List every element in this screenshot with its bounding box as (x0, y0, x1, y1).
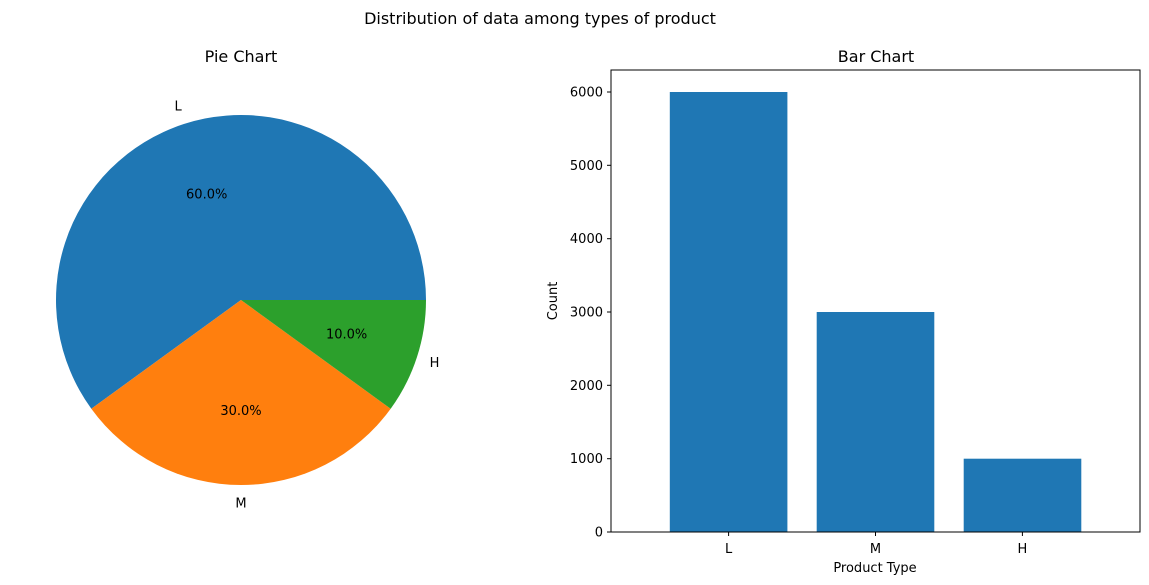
pie-slice-l (55, 115, 426, 409)
y-tick-label: 3000 (570, 306, 603, 321)
pie-category-label-l: L (174, 100, 182, 115)
pie-slice-h (241, 300, 426, 409)
y-tick-label: 6000 (570, 86, 603, 101)
bar-m (816, 312, 935, 532)
pie-labels: L 60.0% M 30.0% H 10.0% (174, 100, 439, 512)
y-tick-label: 5000 (570, 159, 603, 174)
y-axis-ticks: 0 1000 2000 3000 4000 5000 6000 (570, 86, 611, 541)
pie-percent-label-m: 30.0% (220, 404, 261, 419)
x-tick-label-h: H (1018, 542, 1028, 557)
x-axis-label: Product Type (833, 561, 916, 576)
pie-percent-label-h: 10.0% (326, 327, 367, 342)
bar-h (963, 458, 1082, 532)
bar-l (669, 92, 788, 532)
pie-slices (55, 115, 426, 486)
y-tick-label: 0 (595, 526, 603, 541)
figure-title: Distribution of data among types of prod… (364, 9, 716, 28)
pie-chart-title: Pie Chart (205, 47, 278, 66)
pie-slice-m (91, 300, 391, 486)
y-tick-label: 1000 (570, 452, 603, 467)
pie-category-label-m: M (235, 497, 246, 512)
x-tick-label-m: M (870, 542, 881, 557)
y-axis-label: Count (546, 282, 561, 321)
bar-chart-title: Bar Chart (838, 47, 914, 66)
pie-chart: Pie Chart L 60.0% M 30.0% H 10.0% (55, 47, 439, 512)
bar-series (669, 92, 1082, 532)
y-tick-label: 4000 (570, 232, 603, 247)
y-tick-label: 2000 (570, 379, 603, 394)
pie-category-label-h: H (430, 356, 440, 371)
x-tick-label-l: L (725, 542, 733, 557)
pie-percent-label-l: 60.0% (186, 187, 227, 202)
